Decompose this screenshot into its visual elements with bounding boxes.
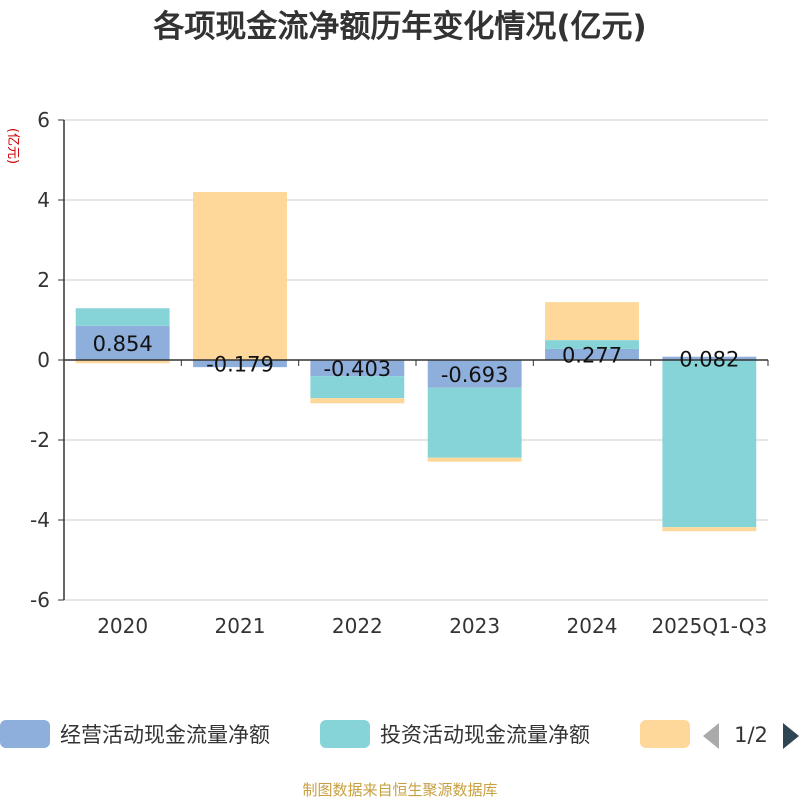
y-axis-unit-label: (亿元) [5,128,20,164]
x-tick-label: 2021 [215,614,266,638]
data-label: -0.403 [323,357,391,381]
y-tick-label: 2 [37,268,50,292]
y-tick-label: 0 [37,348,50,372]
bar-segment [193,192,287,360]
bar-segment [310,360,405,377]
y-tick-label: -6 [30,588,50,612]
y-tick-label: 6 [37,108,50,132]
bar-segment [193,360,287,368]
x-tick-label: 2022 [332,614,383,638]
bar-segment [545,340,639,349]
legend: 经营活动现金流量净额 投资活动现金流量净额 1/2 [0,720,799,749]
x-tick-label: 2025Q1-Q3 [651,614,767,638]
legend-swatch [320,720,370,748]
x-tick-label: 2024 [567,614,618,638]
data-label: -0.693 [441,363,509,387]
bar-segment [545,302,639,341]
bar-segment [427,457,522,462]
legend-label: 投资活动现金流量净额 [380,723,590,747]
grid-lines [64,119,768,601]
legend-prev-icon [703,723,719,749]
bars [75,192,757,532]
x-tick-label: 2023 [449,614,500,638]
bar-segment [310,376,405,399]
data-label: 0.082 [679,347,739,371]
bar-segment [75,325,170,360]
data-label: -0.179 [206,353,274,377]
data-label: 0.277 [562,343,622,367]
bar-segment [662,360,757,528]
source-note: 制图数据来自恒生聚源数据库 [302,781,497,799]
x-tick-label: 2020 [97,614,148,638]
bar-segment [427,360,522,388]
legend-swatch [640,720,690,748]
legend-label: 经营活动现金流量净额 [60,723,270,747]
bar-segment [75,360,170,364]
data-labels: 0.854 -0.179 -0.403 -0.693 0.277 0.082 [93,332,740,387]
legend-page-indicator: 1/2 [734,723,768,747]
y-tick-label: -4 [30,508,50,532]
legend-swatch [0,720,50,748]
bar-segment [662,356,757,360]
bar-segment [662,527,757,532]
bar-segment [75,308,170,326]
data-label: 0.854 [93,332,153,356]
y-tick-label: -2 [30,428,50,452]
bar-segment [310,398,405,404]
bar-segment [427,387,522,458]
y-tick-label: 4 [37,188,50,212]
axes: 6 4 2 0 -2 -4 -6 2020 2021 2022 2023 2024 2025Q1-Q3 [30,108,769,638]
bar-segment [545,348,639,360]
legend-next-icon [783,723,799,749]
chart-title: 各项现金流净额历年变化情况(亿元) [152,9,646,45]
